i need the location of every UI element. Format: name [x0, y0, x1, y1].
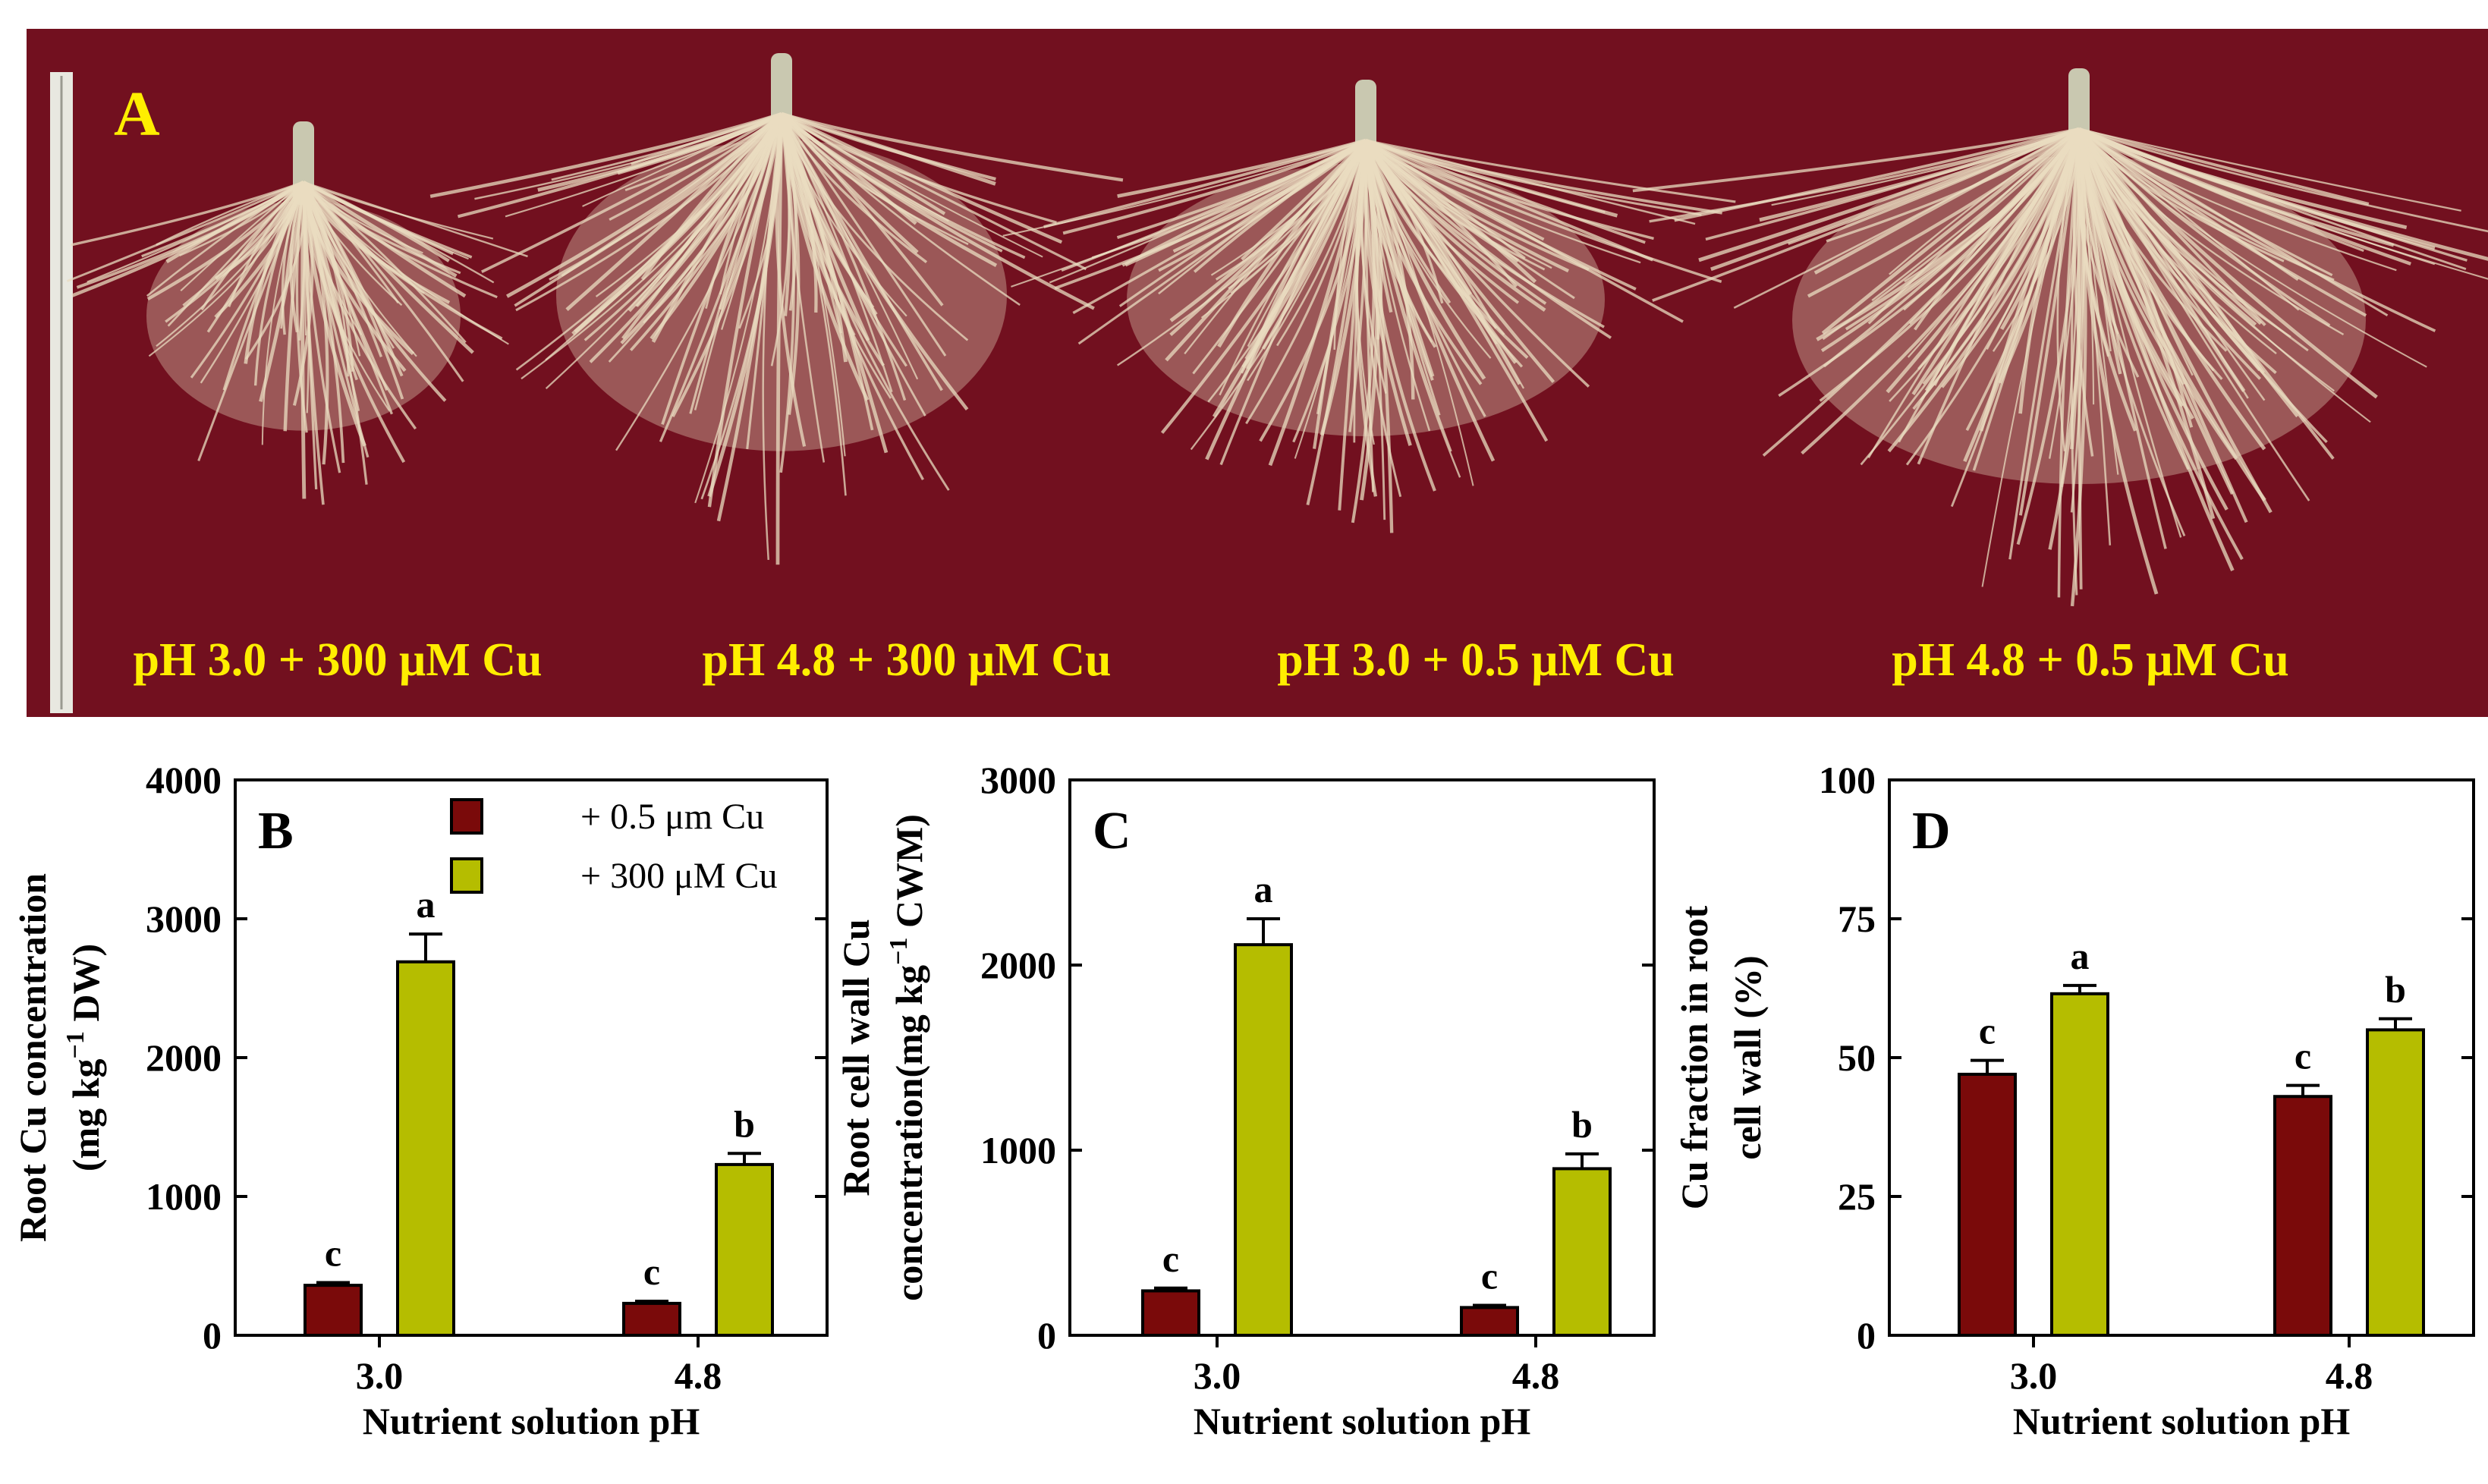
- significance-letter: b: [1571, 1103, 1593, 1146]
- y-axis-label-line1: Root Cu concentration: [11, 873, 54, 1242]
- y-tick-label: 3000: [980, 759, 1056, 801]
- significance-letter: c: [1979, 1010, 1996, 1052]
- bar-high-cu-ph-4.8: [715, 1162, 774, 1337]
- y-tick-label: 75: [1838, 898, 1876, 940]
- y-tick-label: 0: [1037, 1314, 1056, 1357]
- bar-high-cu-ph-3.0: [396, 960, 455, 1337]
- root-system-2: [429, 53, 1124, 565]
- y-tick-label: 0: [203, 1314, 222, 1357]
- x-axis-label: Nutrient solution pH: [1194, 1400, 1531, 1442]
- x-tick-label: 4.8: [675, 1354, 722, 1397]
- significance-letter: a: [2071, 935, 2090, 977]
- bar-high-cu-ph-4.8: [1552, 1167, 1612, 1338]
- y-tick-label: 1000: [146, 1175, 222, 1218]
- significance-letter: a: [1254, 868, 1273, 910]
- y-tick-label: 4000: [146, 759, 222, 801]
- y-tick-label: 0: [1857, 1314, 1876, 1357]
- plot-frame: [1068, 778, 1656, 1337]
- significance-letter: b: [2385, 968, 2406, 1011]
- x-tick-label: 4.8: [1512, 1354, 1560, 1397]
- bar-low-cu-ph-4.8: [622, 1301, 681, 1337]
- significance-letter: a: [417, 883, 436, 926]
- panel-label: B: [258, 802, 294, 860]
- legend-label: + 0.5 μm Cu: [580, 797, 764, 837]
- x-tick-label: 3.0: [356, 1354, 404, 1397]
- y-tick-label: 100: [1819, 759, 1876, 801]
- panel-label-a: A: [114, 79, 160, 149]
- legend-swatch-low-cu: [450, 798, 483, 835]
- panel-label: D: [1912, 802, 1951, 860]
- bar-low-cu-ph-3.0: [1958, 1072, 2017, 1337]
- x-tick-label: 3.0: [2010, 1354, 2058, 1397]
- significance-letter: b: [734, 1102, 755, 1145]
- x-axis-label: Nutrient solution pH: [363, 1400, 700, 1442]
- treatment-label-4: pH 4.8 + 0.5 μM Cu: [1892, 634, 2288, 686]
- y-axis-label-line1: Cu fraction in root: [1673, 905, 1716, 1209]
- significance-letter: c: [1162, 1237, 1179, 1280]
- bar-low-cu-ph-3.0: [304, 1284, 363, 1337]
- x-axis-label: Nutrient solution pH: [2013, 1400, 2351, 1442]
- root-photo-panel: A pH 3.0 + 300 μM Cu pH 4.8 + 300 μM Cu pH…: [27, 29, 2488, 717]
- legend-label: + 300 μM Cu: [580, 856, 778, 896]
- y-axis-label-line2: cell wall (%): [1726, 955, 1769, 1159]
- x-tick-label: 3.0: [1194, 1354, 1241, 1397]
- chart-d-cu-fraction: 0 25 50 75 100 c a 3.0 c b 4.8 Nutrient solution pH…: [1662, 751, 2488, 1480]
- panel-label: C: [1093, 802, 1131, 860]
- root-system-3: [1002, 80, 1736, 533]
- chart-b-root-cu: 0 1000 2000 3000 4000 c a 3.0 c b 4.8 Nutrient solu…: [0, 751, 835, 1480]
- y-tick-label: 3000: [146, 898, 222, 940]
- y-tick-label: 50: [1838, 1036, 1876, 1079]
- bar-high-cu-ph-3.0: [1234, 943, 1293, 1338]
- bar-high-cu-ph-3.0: [2050, 992, 2109, 1337]
- y-tick-label: 1000: [980, 1129, 1056, 1171]
- y-tick-label: 2000: [146, 1036, 222, 1079]
- y-axis-label-line2: concentration(mg kg−1 CWM): [885, 814, 930, 1301]
- significance-letter: c: [325, 1231, 341, 1274]
- treatment-label-1: pH 3.0 + 300 μM Cu: [134, 634, 543, 686]
- treatment-label-2: pH 4.8 + 300 μM Cu: [703, 634, 1112, 686]
- bar-high-cu-ph-4.8: [2366, 1028, 2425, 1337]
- significance-letter: c: [643, 1250, 660, 1293]
- root-systems: [66, 53, 2488, 607]
- legend-swatch-high-cu: [450, 857, 483, 894]
- y-axis-label-line1: Root cell wall Cu: [835, 919, 877, 1196]
- bar-low-cu-ph-3.0: [1141, 1289, 1200, 1338]
- x-tick-label: 4.8: [2326, 1354, 2373, 1397]
- treatment-labels: pH 3.0 + 300 μM Cu pH 4.8 + 300 μM Cu pH 3…: [134, 634, 2289, 686]
- significance-letter: c: [2295, 1035, 2311, 1077]
- chart-c-cell-wall-cu: 0 1000 2000 3000 c a 3.0 c b 4.8 Nutrient solution…: [835, 751, 1662, 1480]
- y-axis-label-line2: (mg kg−1 DW): [61, 944, 107, 1171]
- y-tick-label: 2000: [980, 944, 1056, 986]
- treatment-label-3: pH 3.0 + 0.5 μM Cu: [1277, 634, 1674, 686]
- bar-low-cu-ph-4.8: [1460, 1306, 1519, 1338]
- y-tick-label: 25: [1838, 1175, 1876, 1218]
- bar-low-cu-ph-4.8: [2273, 1095, 2332, 1337]
- significance-letter: c: [1481, 1254, 1498, 1297]
- root-system-1: [66, 121, 528, 505]
- root-system-4: [1632, 68, 2488, 607]
